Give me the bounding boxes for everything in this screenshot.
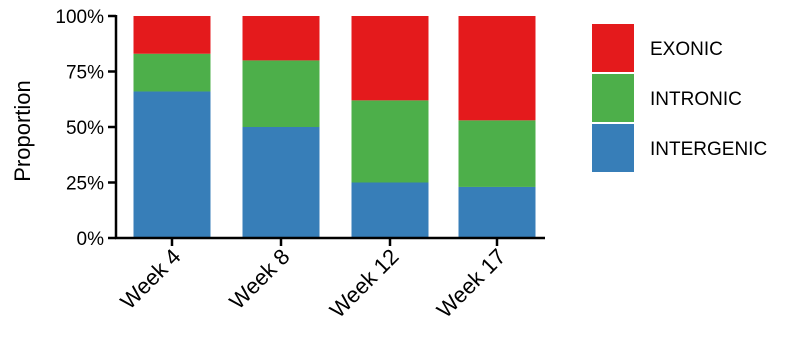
bar-segment-intergenic-week-4: [133, 91, 211, 238]
bars-layer: [133, 16, 536, 238]
legend-swatch-intergenic: [592, 124, 634, 172]
legend-swatch-exonic: [592, 24, 634, 72]
x-tick-label: Week 4: [115, 244, 185, 314]
bar-segment-intronic-week-8: [242, 60, 320, 127]
legend-label-exonic: EXONIC: [650, 39, 723, 60]
bar-segment-exonic-week-8: [242, 16, 320, 61]
bar-segment-exonic-week-17: [458, 16, 536, 121]
y-tick-label: 25%: [66, 174, 104, 195]
legend: EXONIC INTRONIC INTERGENIC: [592, 24, 767, 172]
bar-segment-intronic-week-17: [458, 120, 536, 187]
x-tick-label: Week 17: [432, 244, 511, 323]
bar-segment-intronic-week-12: [351, 100, 429, 183]
y-tick-label: 100%: [55, 7, 104, 28]
bar-segment-intergenic-week-17: [458, 186, 536, 238]
x-tick-label: Week 8: [224, 244, 294, 314]
legend-label-intronic: INTRONIC: [650, 89, 742, 110]
y-tick-label: 50%: [66, 118, 104, 139]
x-tick-label: Week 12: [325, 244, 404, 323]
y-axis-title: Proportion: [10, 80, 35, 182]
x-ticks: Week 4 Week 8 Week 12 Week 17: [115, 238, 511, 323]
y-tick-label: 0%: [77, 229, 105, 250]
bar-segment-exonic-week-4: [133, 16, 211, 54]
y-ticks: 0% 25% 50% 75% 100%: [55, 7, 116, 250]
bar-segment-exonic-week-12: [351, 16, 429, 101]
bar-segment-intergenic-week-8: [242, 127, 320, 238]
legend-label-intergenic: INTERGENIC: [650, 139, 767, 160]
bar-segment-intergenic-week-12: [351, 182, 429, 238]
legend-swatch-intronic: [592, 74, 634, 122]
bar-segment-intronic-week-4: [133, 53, 211, 92]
y-tick-label: 75%: [66, 63, 104, 84]
